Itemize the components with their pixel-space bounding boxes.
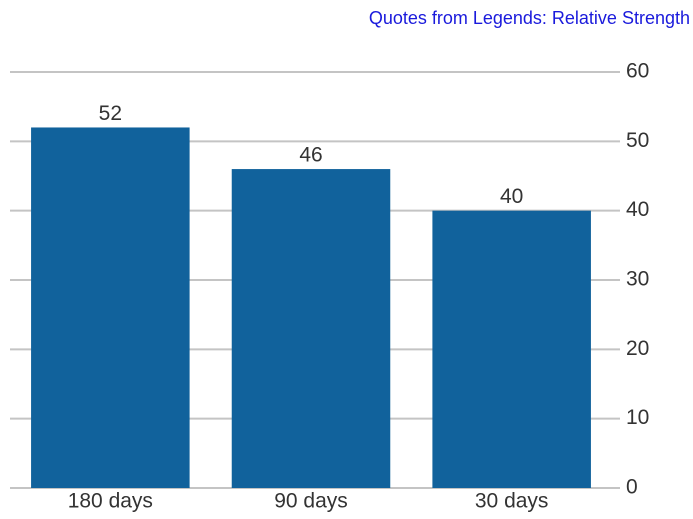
y-tick-label: 30 xyxy=(626,268,649,291)
bar xyxy=(31,127,190,488)
y-tick-label: 40 xyxy=(626,198,649,221)
y-tick-label: 60 xyxy=(626,60,649,83)
x-tick-label: 90 days xyxy=(274,490,348,513)
data-label: 46 xyxy=(299,144,322,167)
y-tick-label: 0 xyxy=(626,476,638,499)
bar xyxy=(432,210,591,488)
bar xyxy=(231,169,391,489)
x-tick-label: 180 days xyxy=(68,490,153,513)
chart-title: Quotes from Legends: Relative Strength xyxy=(369,8,690,28)
x-tick-label: 30 days xyxy=(475,490,549,513)
data-label: 52 xyxy=(99,102,122,125)
data-label: 40 xyxy=(500,185,523,208)
y-tick-label: 50 xyxy=(626,129,649,152)
y-tick-label: 10 xyxy=(626,406,649,429)
y-tick-label: 20 xyxy=(626,337,649,360)
